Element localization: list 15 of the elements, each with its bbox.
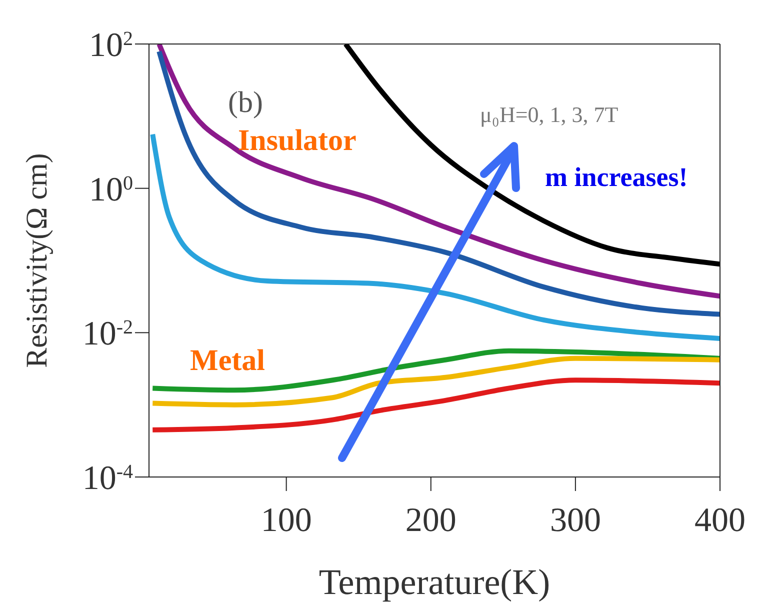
annotation: μ₀H=0, 1, 3, 7T: [480, 102, 618, 127]
annotation: (b): [228, 86, 263, 119]
annotation: m increases!: [545, 162, 688, 192]
x-tick-label: 400: [694, 502, 746, 539]
y-tick-label: 10$^{2}$: [89, 27, 133, 64]
annotation: Insulator: [238, 124, 356, 157]
y-axis-title: Resistivity(Ω cm): [20, 153, 54, 368]
y-tick-label: 10$^{-2}$: [82, 316, 133, 353]
y-tick-label: 10$^{-4}$: [82, 460, 133, 497]
x-axis-title: Temperature(K): [318, 562, 550, 602]
x-tick-label: 200: [405, 502, 456, 539]
annotation: Metal: [190, 344, 265, 377]
x-tick-label: 100: [260, 502, 312, 539]
y-tick-label: 10$^{0}$: [89, 171, 133, 208]
x-tick-label: 300: [550, 502, 601, 539]
